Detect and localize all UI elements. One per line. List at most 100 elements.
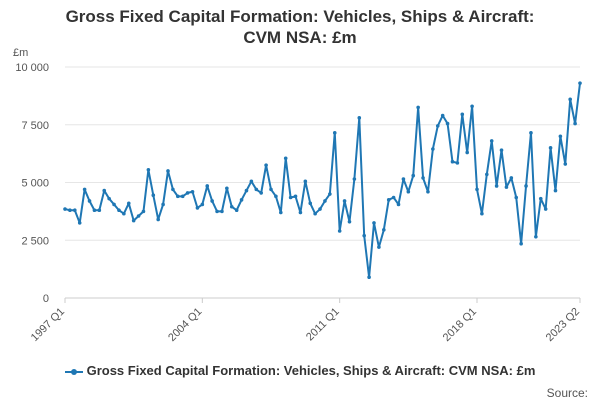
data-point (303, 179, 308, 184)
data-point (548, 146, 553, 150)
data-point (298, 210, 303, 215)
data-point (445, 121, 450, 126)
data-point (485, 172, 489, 177)
x-tick-label: 2011 Q1 (304, 306, 342, 344)
data-point (73, 208, 77, 213)
data-point (421, 176, 425, 180)
data-point (92, 208, 97, 213)
data-point (499, 148, 504, 152)
data-point (68, 208, 72, 213)
data-point (126, 201, 131, 206)
data-point (489, 139, 494, 143)
data-point (254, 187, 259, 192)
data-point (460, 112, 465, 117)
data-point (283, 156, 288, 161)
data-point (538, 196, 543, 201)
data-point (529, 131, 533, 135)
data-point (318, 207, 322, 211)
y-tick-label: 10 000 (15, 62, 49, 74)
data-point (279, 210, 283, 215)
data-point (259, 191, 263, 195)
data-point (435, 124, 440, 128)
data-point (239, 198, 244, 202)
data-point (200, 202, 205, 207)
y-tick-label: 7 500 (21, 120, 49, 132)
data-point (77, 221, 82, 225)
data-point (524, 184, 528, 188)
data-point (249, 179, 254, 184)
data-point (470, 104, 474, 109)
data-point (185, 191, 190, 195)
data-point (401, 177, 406, 181)
data-point (274, 194, 278, 199)
data-point (386, 198, 391, 202)
data-point (180, 194, 185, 199)
data-point (337, 229, 342, 233)
data-point (146, 167, 151, 172)
data-point (396, 202, 401, 207)
y-tick-label: 5 000 (21, 178, 49, 190)
legend-label: Gross Fixed Capital Formation: Vehicles,… (86, 363, 536, 378)
data-point (372, 221, 376, 225)
data-point (234, 208, 239, 213)
data-point (171, 187, 175, 192)
legend-line-marker-icon (64, 367, 83, 377)
data-point (308, 201, 313, 206)
data-point (195, 206, 200, 210)
data-point (220, 209, 224, 214)
data-point (563, 162, 568, 166)
data-point (244, 188, 249, 193)
data-point (293, 194, 298, 199)
data-point (494, 184, 499, 188)
data-point (313, 211, 317, 216)
data-point (377, 245, 381, 249)
chart-title-line2: CVM NSA: £m (243, 28, 357, 47)
data-point (166, 169, 170, 173)
data-point (391, 195, 396, 200)
data-point (264, 163, 268, 167)
data-point (573, 121, 577, 126)
y-tick-label: 0 (43, 293, 49, 305)
data-point (82, 187, 87, 192)
data-point (190, 189, 195, 194)
data-point (102, 188, 107, 193)
data-point (411, 173, 416, 178)
data-point (288, 195, 293, 200)
y-tick-label: 2 500 (21, 235, 49, 247)
data-point (97, 208, 102, 213)
data-point (440, 113, 445, 118)
data-point (342, 199, 347, 203)
data-point (553, 188, 558, 193)
data-point (122, 211, 126, 216)
data-point (450, 159, 455, 164)
x-tick-label: 2023 Q2 (544, 306, 582, 344)
data-point (156, 217, 160, 222)
data-point (117, 208, 121, 213)
data-point (112, 202, 116, 207)
data-point (362, 233, 366, 238)
data-point (176, 194, 180, 199)
data-point (229, 204, 234, 209)
data-point (431, 147, 435, 151)
data-point (578, 81, 582, 85)
data-point (107, 196, 111, 201)
data-point (514, 195, 519, 200)
legend[interactable]: Gross Fixed Capital Formation: Vehicles,… (0, 363, 600, 378)
data-point (352, 177, 357, 181)
data-point (475, 187, 479, 192)
data-point (455, 161, 460, 165)
data-point (534, 234, 538, 239)
data-point (367, 275, 371, 280)
x-tick-label: 2004 Q1 (166, 306, 204, 344)
data-point (509, 176, 514, 180)
data-point (151, 193, 156, 197)
data-point (504, 185, 509, 189)
data-point (558, 134, 563, 139)
data-point (215, 209, 219, 214)
data-point (543, 207, 548, 211)
x-tick-label: 2018 Q1 (441, 306, 479, 344)
data-point (136, 214, 141, 218)
chart-title: Gross Fixed Capital Formation: Vehicles,… (0, 6, 600, 48)
data-point (225, 186, 229, 191)
data-point (465, 150, 469, 155)
